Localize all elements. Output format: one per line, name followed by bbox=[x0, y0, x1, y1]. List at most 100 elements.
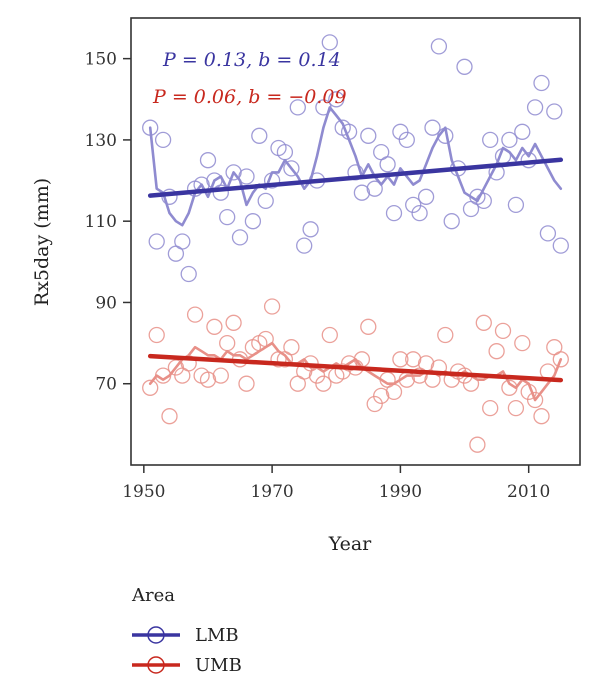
lmb-point bbox=[398, 131, 415, 149]
umb-moving-average-line bbox=[148, 341, 563, 402]
x-tick-label: 1970 bbox=[250, 482, 293, 502]
lmb-point bbox=[456, 58, 473, 75]
umb-point bbox=[148, 326, 165, 344]
umb-annotation: P = 0.06, b = −0.09 bbox=[152, 86, 347, 108]
legend-umb-label: UMB bbox=[195, 655, 242, 676]
legend-umb-marker bbox=[147, 656, 165, 674]
umb-point bbox=[225, 314, 242, 331]
lmb-point bbox=[353, 184, 371, 201]
lmb-annotation-b: b = 0.14 bbox=[258, 49, 340, 71]
lmb-point bbox=[430, 38, 448, 55]
lmb-point bbox=[379, 156, 396, 173]
legend-lmb-marker bbox=[147, 626, 165, 644]
lmb-point bbox=[392, 123, 409, 140]
umb-point bbox=[507, 399, 525, 417]
umb-annotation-p: P = 0.06 bbox=[152, 86, 236, 108]
lmb-point bbox=[539, 225, 557, 242]
umb-point bbox=[475, 314, 492, 331]
lmb-point bbox=[148, 233, 165, 250]
lmb-point bbox=[501, 131, 518, 149]
lmb-annotation-sep: , bbox=[246, 49, 258, 71]
umb-point bbox=[360, 318, 377, 335]
lmb-point bbox=[328, 91, 345, 108]
umb-point bbox=[494, 322, 512, 340]
lmb-moving-average-line bbox=[148, 106, 563, 227]
lmb-point bbox=[289, 99, 306, 116]
lmb-point bbox=[321, 34, 338, 51]
lmb-point bbox=[302, 221, 319, 238]
y-tick-label: 70 bbox=[95, 375, 117, 395]
lmb-point bbox=[231, 229, 249, 246]
plot-frame bbox=[130, 17, 581, 466]
umb-point bbox=[526, 391, 544, 409]
umb-point bbox=[186, 306, 204, 323]
lmb-point bbox=[251, 127, 268, 144]
umb-point bbox=[161, 408, 178, 425]
y-tick-label: 90 bbox=[95, 293, 117, 313]
umb-point bbox=[392, 351, 409, 368]
x-tick-label: 1950 bbox=[122, 482, 165, 502]
y-tick-label: 130 bbox=[85, 131, 117, 151]
lmb-point bbox=[225, 164, 242, 181]
lmb-point bbox=[411, 204, 428, 222]
umb-point bbox=[263, 298, 281, 315]
umb-point bbox=[437, 326, 454, 344]
umb-point bbox=[373, 387, 390, 405]
y-tick-label: 150 bbox=[85, 50, 117, 70]
lmb-point bbox=[366, 180, 383, 197]
legend-item-umb: UMB bbox=[132, 655, 242, 676]
lmb-point bbox=[219, 208, 236, 226]
lmb-point bbox=[244, 213, 262, 230]
lmb-point bbox=[238, 168, 255, 185]
umb-point bbox=[142, 379, 159, 396]
lmb-trend-line bbox=[147, 157, 564, 198]
umb-point bbox=[385, 383, 403, 401]
y-axis-title: Rx5day (mm) bbox=[31, 178, 53, 306]
lmb-point bbox=[546, 103, 563, 120]
legend-title: Area bbox=[131, 585, 175, 606]
lmb-point bbox=[552, 237, 569, 254]
lmb-point bbox=[154, 131, 172, 149]
umb-point bbox=[334, 363, 351, 380]
umb-point bbox=[488, 343, 505, 360]
lmb-point bbox=[514, 123, 531, 140]
umb-point bbox=[482, 399, 499, 417]
lmb-point bbox=[533, 74, 550, 92]
legend-item-lmb: LMB bbox=[132, 625, 239, 646]
lmb-point bbox=[257, 192, 274, 210]
umb-point bbox=[238, 375, 255, 392]
umb-annotation-b: b = −0.09 bbox=[248, 86, 346, 108]
y-tick-label: 110 bbox=[85, 212, 117, 232]
lmb-point bbox=[482, 131, 499, 149]
umb-annotation-sep: , bbox=[236, 86, 248, 108]
umb-point bbox=[219, 334, 236, 352]
umb-trend-line bbox=[147, 353, 564, 383]
umb-point bbox=[469, 436, 486, 453]
umb-point bbox=[514, 334, 531, 352]
umb-point bbox=[552, 351, 569, 368]
legend-lmb-label: LMB bbox=[195, 625, 239, 646]
lmb-point bbox=[405, 196, 422, 214]
lmb-point bbox=[180, 265, 197, 283]
lmb-point bbox=[199, 152, 217, 169]
umb-point bbox=[366, 395, 383, 413]
lmb-point bbox=[526, 99, 544, 116]
umb-point bbox=[167, 359, 185, 376]
lmb-point bbox=[360, 127, 377, 144]
lmb-point bbox=[174, 233, 191, 250]
umb-point bbox=[315, 375, 332, 392]
x-tick-label: 1990 bbox=[379, 482, 422, 502]
umb-point bbox=[212, 367, 229, 384]
lmb-point bbox=[417, 188, 435, 205]
lmb-point bbox=[283, 160, 300, 177]
lmb-point bbox=[443, 213, 460, 230]
lmb-point bbox=[424, 119, 441, 136]
lmb-annotation: P = 0.13, b = 0.14 bbox=[162, 49, 341, 71]
x-tick-label: 2010 bbox=[507, 482, 550, 502]
umb-point bbox=[199, 371, 217, 388]
lmb-point bbox=[507, 196, 525, 214]
umb-point bbox=[405, 351, 422, 368]
trend-lines-group bbox=[147, 157, 564, 383]
